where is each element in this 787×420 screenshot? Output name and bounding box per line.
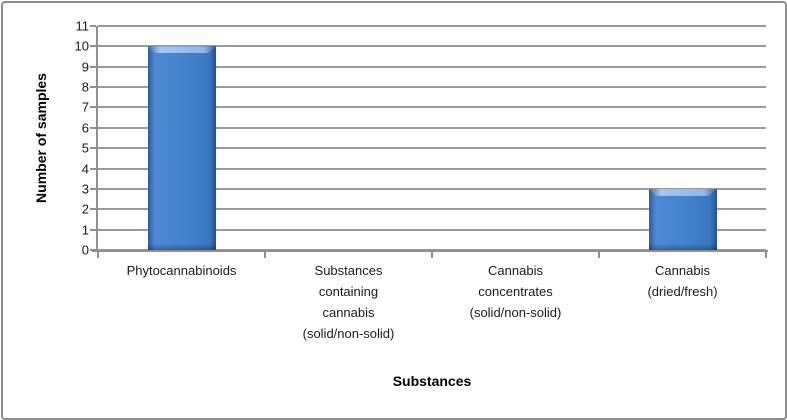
y-tick-label-1: 1 bbox=[81, 222, 89, 238]
y-tick-label-9: 9 bbox=[81, 59, 89, 75]
x-axis-tick-1 bbox=[264, 252, 266, 258]
y-axis-tick-9 bbox=[90, 65, 96, 68]
y-tick-label-10: 10 bbox=[74, 38, 89, 54]
y-axis-tick-3 bbox=[90, 187, 96, 190]
category-label-2: Cannabis concentrates (solid/non-solid) bbox=[469, 263, 562, 320]
y-tick-label-6: 6 bbox=[81, 120, 89, 136]
y-tick-label-5: 5 bbox=[81, 140, 89, 156]
bar-0 bbox=[147, 46, 216, 250]
y-axis-tick-4 bbox=[90, 167, 96, 170]
y-axis-tick-10 bbox=[90, 45, 96, 48]
gridline-5 bbox=[98, 147, 766, 150]
gridline-11 bbox=[98, 25, 766, 27]
gridline-8 bbox=[98, 86, 766, 89]
x-axis-tick-0 bbox=[97, 252, 99, 258]
bar-3 bbox=[648, 188, 717, 251]
y-tick-label-7: 7 bbox=[81, 99, 89, 115]
y-tick-label-11: 11 bbox=[75, 18, 90, 34]
y-axis-tick-11 bbox=[90, 25, 96, 27]
y-tick-label-3: 3 bbox=[81, 181, 89, 197]
x-axis-tick-4 bbox=[765, 252, 767, 258]
gridline-2 bbox=[98, 208, 766, 211]
x-axis-tick-2 bbox=[431, 252, 433, 258]
gridline-6 bbox=[98, 126, 766, 129]
plot-area: 0 1 2 3 4 5 6 7 8 9 10 11 Phytocannabinoids Substanc… bbox=[75, 19, 768, 341]
category-label-0: Phytocannabinoids bbox=[126, 263, 237, 278]
gridline-4 bbox=[98, 167, 766, 170]
y-axis-line bbox=[96, 26, 98, 250]
category-label-3: Cannabis (dried/fresh) bbox=[647, 263, 718, 299]
gridline-1 bbox=[98, 228, 766, 231]
y-tick-label-8: 8 bbox=[81, 79, 89, 95]
y-tick-label-0: 0 bbox=[81, 242, 89, 258]
y-axis-tick-1 bbox=[90, 228, 96, 231]
x-axis-tick-3 bbox=[598, 252, 600, 258]
gridline-3 bbox=[98, 187, 766, 190]
x-axis-line bbox=[92, 250, 768, 252]
category-label-1: Substances containing cannabis (solid/no… bbox=[302, 263, 395, 341]
y-axis-title: Number of samples bbox=[33, 73, 49, 203]
gridline-9 bbox=[98, 65, 766, 68]
y-tick-label-2: 2 bbox=[81, 201, 89, 217]
y-axis-tick-6 bbox=[90, 126, 96, 129]
y-axis-tick-8 bbox=[90, 86, 96, 89]
y-tick-label-4: 4 bbox=[81, 161, 89, 177]
gridline-10 bbox=[98, 45, 766, 48]
gridline-7 bbox=[98, 106, 766, 109]
y-axis-tick-5 bbox=[90, 147, 96, 150]
y-axis-tick-2 bbox=[90, 208, 96, 211]
y-axis-tick-7 bbox=[90, 106, 96, 109]
x-axis-title: Substances bbox=[392, 373, 472, 389]
y-axis-tick-0 bbox=[90, 249, 96, 251]
